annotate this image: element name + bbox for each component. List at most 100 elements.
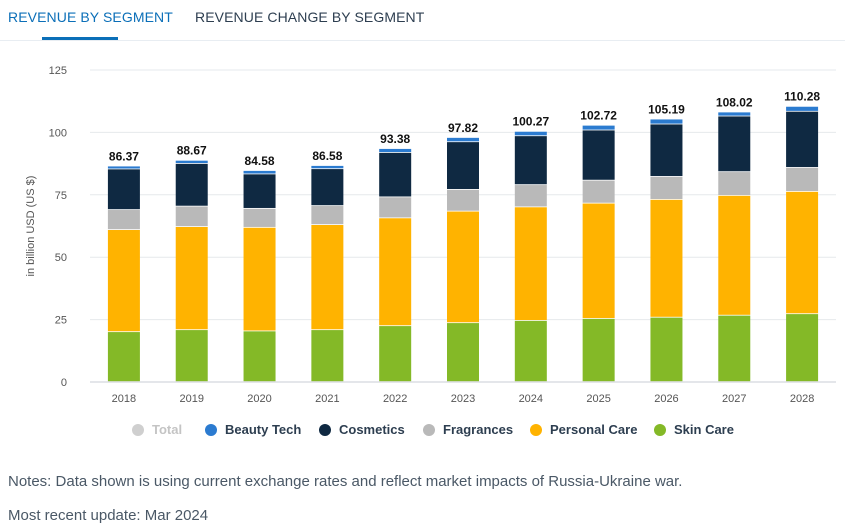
bar-segment-personal-care [311,225,344,330]
chart-legend: Total Beauty Tech Cosmetics Fragrances P… [0,420,845,440]
x-tick-label: 2018 [112,393,136,405]
x-tick-label: 2025 [586,393,610,405]
active-tab-indicator [42,37,118,40]
total-data-label: 97.82 [448,121,478,135]
legend-label: Total [152,422,183,437]
bar-segment-fragrances [447,189,479,211]
y-axis-title: in billion USD (US $) [25,176,37,277]
bar-segment-skin-care [379,326,412,382]
legend-item-cosmetics[interactable]: Cosmetics [319,422,405,437]
bar-segment-beauty-tech [379,148,412,153]
bar-segment-cosmetics [379,152,412,197]
bar-segment-personal-care [718,195,751,315]
segment-tabs: REVENUE BY SEGMENT REVENUE CHANGE BY SEG… [0,0,845,41]
bar-segment-beauty-tech [243,170,276,174]
legend-item-beauty-tech[interactable]: Beauty Tech [205,422,301,437]
bar-segment-cosmetics [718,116,751,172]
bar-segment-skin-care [514,320,547,382]
bar-segment-beauty-tech [650,119,683,124]
bar-segment-cosmetics [650,124,683,177]
bar-segment-personal-care [786,191,819,314]
legend-dot-skin-care-icon [654,423,666,436]
bar-segment-skin-care [582,318,615,382]
legend-dot-personal-care-icon [530,423,542,436]
legend-dot-fragrances-icon [423,423,435,436]
bar-segment-fragrances [786,167,819,192]
y-tick-label: 100 [49,127,67,139]
x-tick-label: 2028 [790,393,814,405]
bar-segment-cosmetics [786,111,819,168]
y-tick-label: 125 [49,65,67,77]
legend-dot-total-icon [132,423,144,436]
x-tick-label: 2021 [315,393,339,405]
y-tick-label: 75 [55,190,67,202]
chart-notes: Notes: Data shown is using current excha… [8,473,683,490]
bar-segment-beauty-tech [311,165,344,169]
bar-segment-cosmetics [514,136,547,185]
x-tick-label: 2027 [722,393,746,405]
bar-segment-cosmetics [243,174,276,208]
legend-item-total[interactable]: Total [132,422,182,437]
last-update: Most recent update: Mar 2024 [8,507,209,524]
total-data-label: 105.19 [648,102,685,116]
x-tick-label: 2020 [247,393,271,405]
legend-label: Personal Care [550,422,638,437]
tab-revenue-change-by-segment[interactable]: REVENUE CHANGE BY SEGMENT [195,9,425,25]
bar-segment-cosmetics [107,169,140,210]
bar-segment-beauty-tech [447,137,479,142]
total-data-label: 86.58 [312,149,342,163]
bar-segment-beauty-tech [175,160,208,164]
bar-segment-beauty-tech [582,125,615,130]
revenue-stacked-bar-chart: 0 25 50 75 100 125 in billion USD (US $) 86.37 2… [25,65,836,405]
total-data-label: 86.37 [109,149,139,163]
y-tick-label: 25 [55,315,67,327]
bar-segment-fragrances [650,176,683,199]
bar-segment-skin-care [650,317,683,382]
legend-label: Fragrances [443,422,514,437]
legend-dot-cosmetics-icon [319,423,331,436]
bar-segment-fragrances [379,197,412,218]
bar-segment-cosmetics [582,130,615,180]
bar-segment-skin-care [718,315,751,382]
total-data-label: 88.67 [177,144,207,158]
bar-segment-cosmetics [311,169,344,206]
bar-segment-personal-care [107,229,140,332]
x-tick-label: 2026 [654,393,678,405]
bar-segment-personal-care [447,211,479,323]
total-data-label: 110.28 [784,90,820,104]
total-data-label: 93.38 [380,132,410,146]
x-tick-label: 2022 [383,393,407,405]
bar-segment-fragrances [311,206,344,225]
bar-segment-personal-care [514,207,547,321]
bar-segment-fragrances [107,210,140,230]
total-data-label: 108.02 [716,95,753,109]
bar-segment-beauty-tech [514,131,547,136]
x-tick-label: 2023 [451,393,475,405]
bar-segment-skin-care [447,323,479,382]
tab-revenue-by-segment[interactable]: REVENUE BY SEGMENT [8,9,173,25]
bar-segment-personal-care [650,199,683,317]
bar-segment-skin-care [175,330,208,382]
bar-segment-personal-care [379,218,412,326]
x-tick-label: 2024 [519,393,543,405]
bar-segment-cosmetics [447,142,479,190]
bar-segment-personal-care [243,227,276,331]
legend-label: Beauty Tech [225,422,302,437]
legend-label: Skin Care [674,422,734,437]
bar-segment-fragrances [718,172,751,195]
legend-item-personal-care[interactable]: Personal Care [530,422,637,437]
legend-item-fragrances[interactable]: Fragrances [423,422,513,437]
legend-label: Cosmetics [339,422,405,437]
total-data-label: 102.72 [580,109,617,123]
bar-segment-skin-care [107,332,140,382]
total-data-label: 84.58 [245,154,275,168]
bar-segment-beauty-tech [107,166,140,169]
bar-segment-cosmetics [175,163,208,206]
legend-item-skin-care[interactable]: Skin Care [654,422,734,437]
bar-segment-fragrances [582,180,615,203]
y-tick-label: 0 [61,377,67,389]
bar-segment-skin-care [243,331,276,382]
bar-segment-skin-care [311,330,344,382]
legend-dot-beauty-tech-icon [205,423,217,436]
bar-segment-personal-care [175,226,208,330]
